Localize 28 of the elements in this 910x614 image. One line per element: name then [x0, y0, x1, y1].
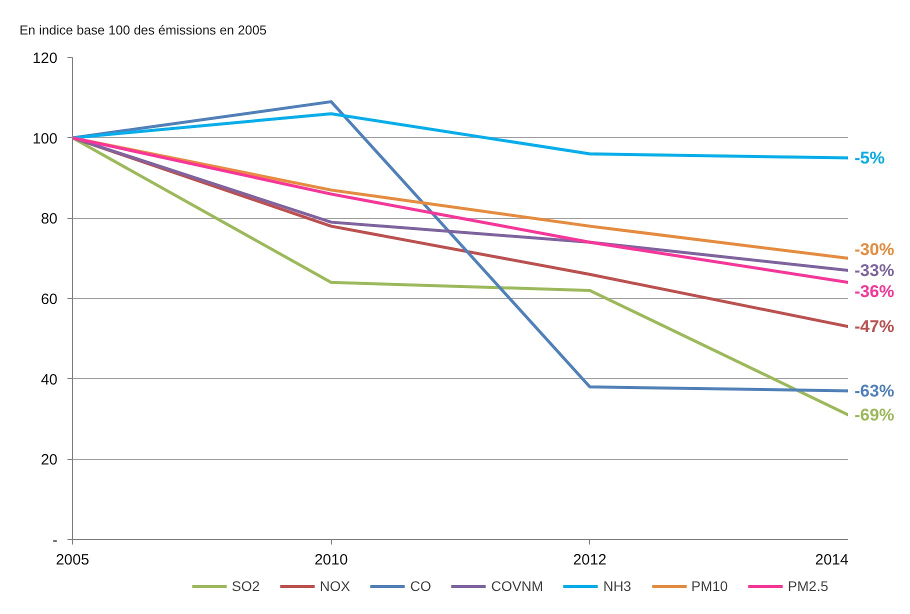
y-tick-label: 60 — [40, 291, 58, 308]
y-tick-label: 120 — [32, 50, 58, 67]
x-tick-label: 2012 — [573, 552, 607, 568]
legend-label: NOX — [320, 578, 350, 594]
annotation: -69% — [854, 405, 894, 424]
annotation: -33% — [854, 260, 894, 280]
chart-title: En indice base 100 des émissions en 2005 — [20, 22, 267, 38]
legend-label: NH3 — [603, 578, 632, 594]
legend-label: PM10 — [691, 578, 728, 594]
y-tick-label: 80 — [40, 210, 58, 228]
y-tick-label: 40 — [40, 371, 58, 388]
annotation: -30% — [854, 240, 894, 259]
annotation: -36% — [854, 282, 894, 301]
annotation: -63% — [854, 381, 894, 400]
legend-label: COVNM — [491, 578, 544, 594]
legend-label: CO — [410, 578, 432, 594]
x-tick-label: 2010 — [314, 552, 348, 568]
y-tick-label: - — [52, 532, 58, 549]
annotation: -47% — [854, 317, 894, 336]
y-tick-label: 100 — [32, 130, 58, 148]
legend-label: PM2.5 — [788, 578, 828, 594]
legend-label: SO2 — [232, 578, 260, 594]
x-tick-label: 2014 — [815, 552, 849, 568]
y-tick-label: 20 — [40, 452, 58, 469]
line-series — [72, 100, 848, 392]
annotation: -5% — [854, 148, 885, 168]
line-series — [72, 112, 848, 160]
x-tick-label: 2005 — [56, 552, 90, 568]
